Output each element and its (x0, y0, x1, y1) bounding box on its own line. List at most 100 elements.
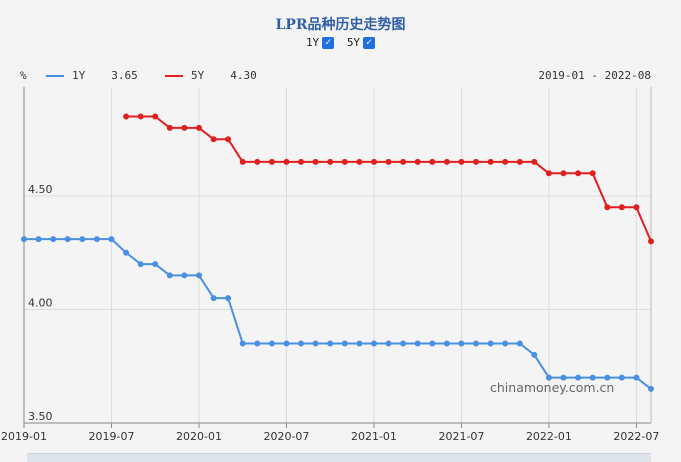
data-point-5y (327, 158, 334, 165)
x-tick-label: 2020-01 (176, 430, 222, 443)
data-point-5y (385, 158, 392, 165)
data-point-5y (473, 158, 479, 165)
data-point-1y (560, 374, 567, 381)
x-tick-label: 2019-07 (89, 430, 135, 443)
data-point-1y (414, 340, 421, 347)
series-toggles: 1Y ✓ 5Y ✓ (0, 36, 681, 49)
data-point-1y (21, 236, 27, 243)
data-point-5y (210, 136, 217, 143)
data-point-5y (371, 158, 377, 165)
data-point-5y (298, 158, 304, 165)
legend-name-1y: 1Y (72, 69, 86, 82)
data-point-1y (268, 340, 275, 347)
data-point-1y (312, 340, 319, 347)
watermark: chinamoney.com.cn (490, 380, 614, 395)
data-point-1y (575, 374, 582, 381)
data-point-1y (633, 374, 640, 381)
data-point-1y (531, 351, 538, 358)
unit-label: % (20, 69, 27, 82)
legend-item-5y[interactable]: 5Y 4.30 (165, 69, 257, 82)
data-point-5y (516, 158, 523, 165)
data-point-5y (341, 158, 348, 165)
x-tick-label: 2020-07 (263, 430, 309, 443)
date-range: 2019-01 - 2022-08 (538, 69, 651, 82)
data-point-5y (633, 204, 640, 211)
x-tick-label: 2021-01 (351, 430, 397, 443)
data-point-5y (152, 113, 159, 120)
data-point-5y (196, 124, 202, 131)
data-point-1y (502, 340, 509, 347)
legend-value-1y: 3.65 (111, 69, 138, 82)
data-point-1y (298, 340, 304, 347)
data-point-1y (356, 340, 363, 347)
horizontal-scrollbar[interactable] (27, 453, 651, 462)
data-point-1y (166, 272, 173, 279)
data-point-1y (545, 374, 552, 381)
legend-swatch-1y (46, 74, 64, 77)
data-point-1y (210, 295, 217, 302)
data-point-1y (239, 340, 246, 347)
data-point-1y (137, 261, 144, 268)
data-point-1y (327, 340, 334, 347)
data-point-5y (268, 158, 275, 165)
data-point-5y (400, 158, 407, 165)
data-point-1y (473, 340, 479, 347)
x-tick-label: 2019-01 (1, 430, 47, 443)
data-point-5y (618, 204, 625, 211)
data-point-1y (487, 340, 494, 347)
data-point-1y (79, 236, 86, 243)
data-point-5y (283, 158, 290, 165)
data-point-5y (575, 170, 582, 177)
data-point-1y (385, 340, 392, 347)
data-point-1y (35, 236, 42, 243)
data-point-5y (181, 124, 188, 131)
data-point-5y (166, 124, 173, 131)
data-point-1y (604, 374, 611, 381)
data-point-5y (239, 158, 246, 165)
legend-swatch-5y (165, 74, 183, 77)
checkbox-5y-icon[interactable]: ✓ (363, 36, 376, 49)
data-point-5y (545, 170, 552, 177)
data-point-5y (502, 158, 509, 165)
data-point-1y (618, 374, 625, 381)
data-point-1y (429, 340, 436, 347)
x-tick-label: 2021-07 (438, 430, 484, 443)
data-point-1y (443, 340, 450, 347)
data-point-1y (181, 272, 188, 279)
series-line-1y (24, 238, 652, 390)
data-point-1y (648, 385, 654, 392)
data-point-1y (283, 340, 290, 347)
x-tick-label: 2022-01 (526, 430, 572, 443)
data-point-1y (516, 340, 523, 347)
toggle-5y[interactable]: 5Y ✓ (347, 36, 376, 49)
data-point-5y (123, 113, 130, 120)
data-point-1y (589, 374, 596, 381)
checkbox-1y-icon[interactable]: ✓ (322, 36, 335, 49)
data-point-5y (648, 238, 654, 245)
y-tick-label: 4.00 (28, 296, 53, 309)
y-tick-label: 4.50 (28, 183, 53, 196)
toggle-1y[interactable]: 1Y ✓ (305, 36, 335, 49)
legend-item-1y[interactable]: 1Y 3.65 (46, 69, 138, 82)
plot-area (24, 87, 651, 423)
data-point-5y (414, 158, 421, 165)
data-point-1y (108, 236, 115, 243)
data-point-1y (225, 295, 232, 302)
legend-value-5y: 4.30 (230, 69, 257, 82)
y-tick-label: 3.50 (28, 410, 53, 423)
toggle-1y-label: 1Y (305, 36, 320, 49)
data-point-1y (341, 340, 348, 347)
data-point-5y (312, 158, 319, 165)
data-point-5y (531, 158, 538, 165)
data-point-5y (254, 158, 261, 165)
data-point-1y (196, 272, 202, 279)
data-point-5y (443, 158, 450, 165)
data-point-5y (458, 158, 465, 165)
data-point-1y (458, 340, 465, 347)
data-point-1y (400, 340, 407, 347)
data-point-1y (93, 236, 100, 243)
data-point-5y (429, 158, 436, 165)
data-point-1y (50, 236, 57, 243)
data-point-5y (356, 158, 363, 165)
